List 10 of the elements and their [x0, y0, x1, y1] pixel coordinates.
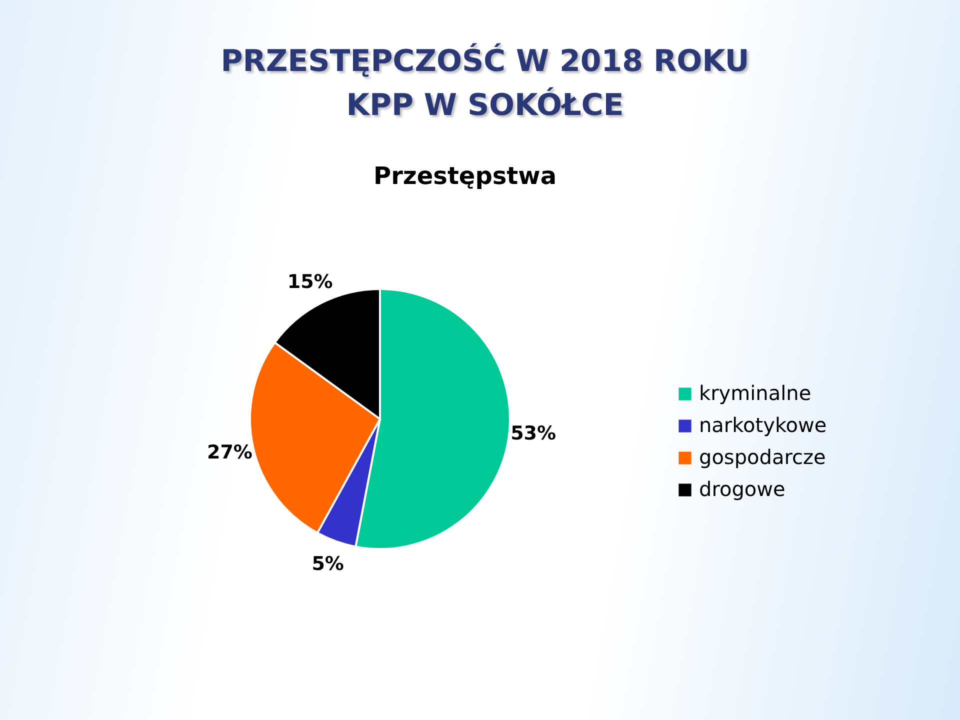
legend-label: narkotykowe [699, 413, 827, 437]
legend-label: kryminalne [699, 381, 812, 405]
data-label: 27% [206, 442, 252, 464]
data-label: 15% [287, 270, 333, 293]
data-label: 53% [510, 422, 556, 444]
chart-subtitle: Przestępstwa [373, 162, 557, 190]
chart-title: PRZESTĘPCZOŚĆ W 2018 ROKU KPP W SOKÓŁCE [220, 42, 750, 125]
legend-label: drogowe [699, 477, 786, 501]
legend-label: gospodarcze [699, 445, 826, 469]
data-label: 5% [312, 552, 344, 575]
